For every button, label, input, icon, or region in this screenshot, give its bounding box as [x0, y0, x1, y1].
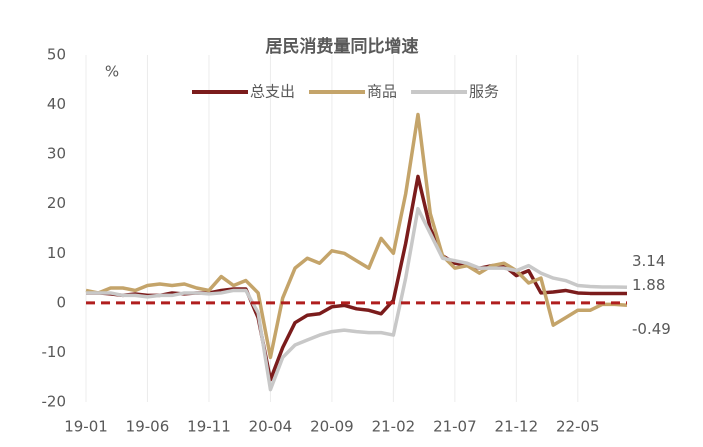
y-tick-label: 10: [47, 244, 66, 262]
series-line: [86, 174, 628, 382]
x-tick-label: 19-11: [187, 418, 231, 436]
x-tick-label: 19-01: [64, 418, 108, 436]
value-label: -0.49: [632, 320, 671, 338]
x-tick-label: 19-06: [126, 418, 170, 436]
legend-label: 商品: [367, 83, 397, 101]
value-label: 1.88: [632, 276, 665, 294]
y-tick-label: 50: [47, 46, 66, 64]
series-line: [86, 206, 628, 392]
legend-label: 服务: [469, 83, 499, 101]
y-tick-label: -20: [42, 393, 67, 411]
x-tick-label: 21-02: [372, 418, 416, 436]
x-tick-label: 20-09: [310, 418, 354, 436]
x-tick-label: 21-12: [495, 418, 539, 436]
series-line: [85, 112, 628, 360]
chart-title: 居民消费量同比增速: [266, 36, 419, 57]
x-tick-label: 21-07: [433, 418, 477, 436]
y-tick-label: 40: [47, 95, 66, 113]
x-tick-label: 22-05: [556, 418, 600, 436]
x-tick-label: 20-04: [249, 418, 293, 436]
value-label: 3.14: [632, 252, 665, 270]
y-tick-label: 20: [47, 194, 66, 212]
y-tick-label: 30: [47, 145, 66, 163]
y-tick-label: 0: [56, 293, 66, 311]
y-tick-label: -10: [42, 343, 67, 361]
legend-label: 总支出: [250, 83, 295, 101]
unit-label: %: [105, 63, 119, 81]
